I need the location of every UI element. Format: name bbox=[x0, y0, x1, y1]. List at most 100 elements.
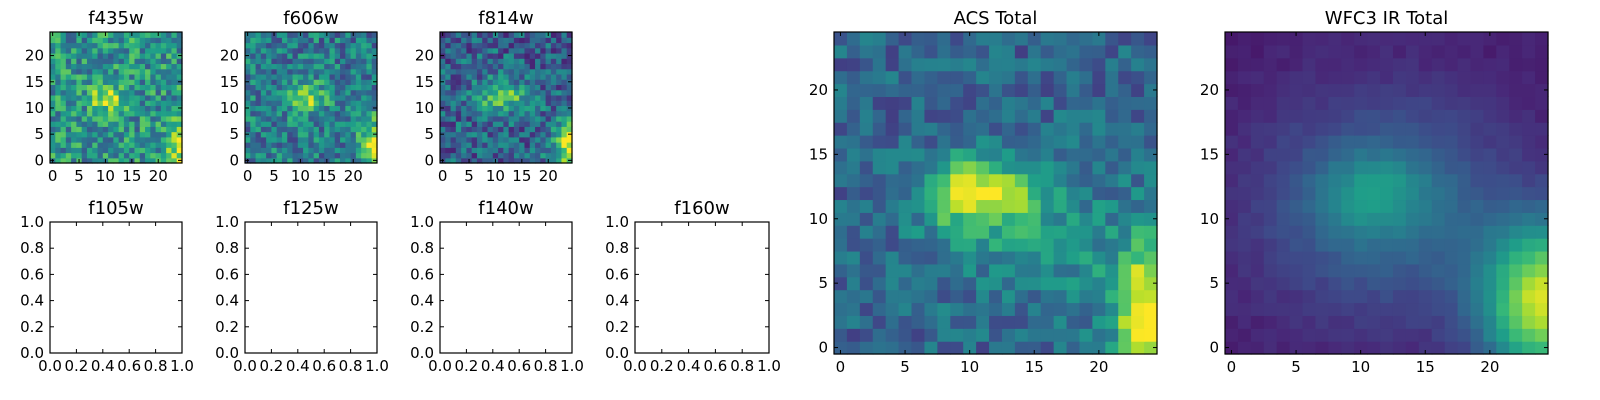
heatmap-cell bbox=[118, 126, 125, 133]
heatmap-cell bbox=[76, 100, 83, 106]
heatmap-cell bbox=[508, 73, 515, 80]
heatmap-cell bbox=[1001, 263, 1016, 278]
heatmap-cell bbox=[1040, 83, 1055, 97]
heatmap-cell bbox=[513, 105, 520, 112]
heatmap-cell bbox=[355, 79, 362, 85]
heatmap-cell bbox=[1237, 276, 1252, 291]
heatmap-cell bbox=[519, 136, 526, 143]
heatmap-cell bbox=[834, 70, 848, 85]
heatmap-cell bbox=[513, 52, 520, 59]
heatmap-cell bbox=[366, 37, 373, 44]
heatmap-cell bbox=[1079, 289, 1093, 304]
heatmap-cell bbox=[461, 94, 467, 101]
heatmap-cell bbox=[924, 238, 938, 252]
heatmap-cell bbox=[1444, 96, 1459, 110]
heatmap-cell bbox=[1105, 173, 1119, 188]
heatmap-cell bbox=[492, 63, 499, 70]
heatmap-cell bbox=[297, 136, 304, 143]
heatmap-cell bbox=[81, 89, 88, 96]
heatmap-cell bbox=[266, 47, 272, 54]
heatmap-cell bbox=[1509, 302, 1523, 316]
heatmap-cell bbox=[1341, 263, 1355, 278]
heatmap-cell bbox=[550, 32, 557, 38]
heatmap-cell bbox=[476, 37, 483, 44]
heatmap-cell bbox=[859, 96, 874, 110]
x-tick-label: 0 bbox=[438, 167, 448, 185]
heatmap-cell bbox=[250, 131, 257, 138]
heatmap-cell bbox=[1079, 122, 1093, 136]
heatmap-cell bbox=[1066, 147, 1081, 162]
heatmap-cell bbox=[466, 73, 473, 80]
heatmap-cell bbox=[1276, 328, 1291, 342]
heatmap-cell bbox=[318, 94, 325, 101]
heatmap-cell bbox=[513, 115, 520, 122]
heatmap-cell bbox=[171, 100, 178, 106]
heatmap-cell bbox=[440, 42, 446, 49]
heatmap-cell bbox=[245, 147, 251, 154]
heatmap-cell bbox=[937, 147, 951, 162]
heatmap-cell bbox=[260, 100, 267, 106]
heatmap-cell bbox=[487, 126, 494, 133]
heatmap-cell bbox=[1535, 83, 1549, 97]
heatmap-cell bbox=[260, 73, 267, 80]
heatmap-cell bbox=[924, 186, 938, 201]
heatmap-cell bbox=[76, 63, 83, 70]
heatmap-cell bbox=[1444, 186, 1459, 201]
heatmap-cell bbox=[1341, 44, 1355, 59]
heatmap-cell bbox=[513, 32, 520, 38]
heatmap-cell bbox=[102, 94, 109, 101]
heatmap-cell bbox=[1092, 173, 1106, 188]
heatmap-cell bbox=[482, 126, 489, 133]
heatmap-cell bbox=[1470, 122, 1484, 136]
heatmap-cell bbox=[102, 63, 109, 70]
heatmap-cell bbox=[1405, 32, 1420, 46]
heatmap-cell bbox=[150, 152, 157, 159]
heatmap-cell bbox=[60, 157, 67, 164]
heatmap-cell bbox=[440, 58, 446, 65]
panel-title: f606w bbox=[283, 8, 338, 29]
y-tick-label: 1.0 bbox=[605, 213, 629, 231]
heatmap-cell bbox=[123, 142, 130, 148]
heatmap-cell bbox=[150, 37, 157, 44]
heatmap-cell bbox=[255, 110, 262, 117]
heatmap-cell bbox=[86, 89, 93, 96]
heatmap-cell bbox=[1053, 96, 1068, 110]
heatmap-cell bbox=[1276, 238, 1291, 252]
x-tick-label: 10 bbox=[96, 167, 115, 185]
heatmap-cell bbox=[1380, 135, 1394, 149]
heatmap-cell bbox=[885, 57, 900, 72]
heatmap-cell bbox=[76, 110, 83, 117]
heatmap-cell bbox=[303, 147, 309, 154]
heatmap-cell bbox=[287, 147, 294, 154]
heatmap-cell bbox=[92, 84, 99, 91]
heatmap-cell bbox=[287, 68, 294, 75]
heatmap-cell bbox=[255, 58, 262, 65]
heatmap-cell bbox=[492, 94, 499, 101]
heatmap-cell bbox=[1237, 199, 1252, 213]
heatmap-cell bbox=[450, 152, 457, 159]
heatmap-cell bbox=[92, 68, 99, 75]
heatmap-cell bbox=[129, 105, 136, 112]
heatmap-cell bbox=[260, 52, 267, 59]
heatmap-cell bbox=[487, 58, 494, 65]
heatmap-cell bbox=[976, 135, 990, 149]
heatmap-cell bbox=[371, 63, 378, 70]
heatmap-cell bbox=[329, 42, 336, 49]
heatmap-cell bbox=[1144, 341, 1158, 355]
heatmap-cell bbox=[1302, 160, 1317, 175]
heatmap-cell bbox=[498, 79, 504, 85]
heatmap-cell bbox=[250, 126, 257, 133]
heatmap-cell bbox=[129, 147, 136, 154]
heatmap-cell bbox=[55, 126, 62, 133]
heatmap-cell bbox=[65, 84, 72, 91]
heatmap-cell bbox=[545, 126, 552, 133]
heatmap-cell bbox=[1509, 70, 1523, 85]
heatmap-cell bbox=[461, 42, 467, 49]
x-tick-label: 10 bbox=[291, 167, 310, 185]
heatmap-cell bbox=[76, 79, 83, 85]
heatmap-cell bbox=[1118, 57, 1132, 72]
x-tick-label: 0.2 bbox=[259, 357, 283, 375]
heatmap-cell bbox=[145, 152, 151, 159]
heatmap-cell bbox=[1431, 57, 1446, 72]
